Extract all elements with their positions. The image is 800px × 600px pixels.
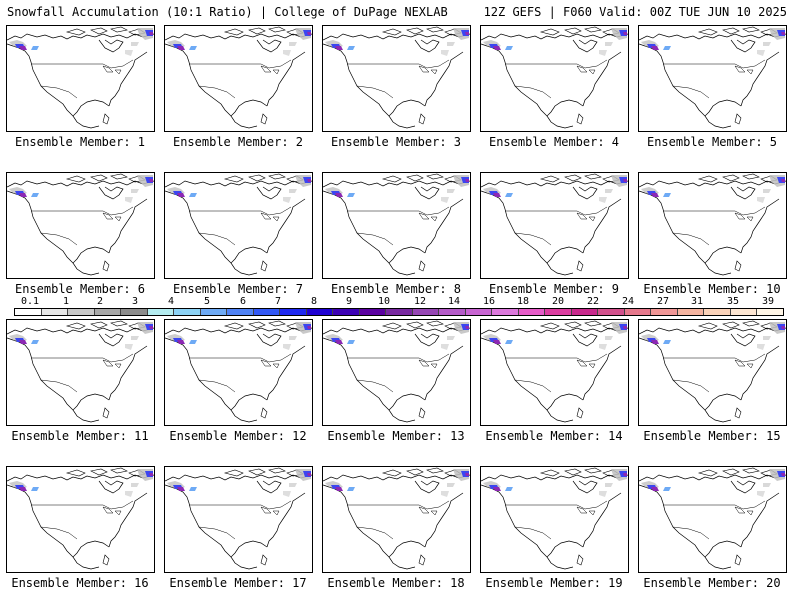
ensemble-map-20 xyxy=(638,466,787,573)
colorbar-tick-label: 1 xyxy=(62,296,70,307)
colorbar-tick-label: 10 xyxy=(377,296,391,307)
colorbar-segment xyxy=(147,309,175,315)
ensemble-member-label: Ensemble Member: 1 xyxy=(14,135,146,149)
colorbar-tick-label: 12 xyxy=(413,296,427,307)
colorbar-segment xyxy=(280,309,307,315)
ensemble-member-label: Ensemble Member: 8 xyxy=(330,282,462,296)
colorbar-segment xyxy=(227,309,254,315)
colorbar-tick-label: 4 xyxy=(167,296,175,307)
ensemble-member-label: Ensemble Member: 10 xyxy=(643,282,781,296)
colorbar-tick-label: 35 xyxy=(726,296,740,307)
colorbar-tick-label: 7 xyxy=(274,296,282,307)
colorbar-tick-label: 6 xyxy=(239,296,247,307)
colorbar-segment xyxy=(386,309,413,315)
ensemble-map-19 xyxy=(480,466,629,573)
colorbar-segment xyxy=(439,309,466,315)
colorbar-tick-label: 27 xyxy=(656,296,670,307)
ensemble-member-label: Ensemble Member: 20 xyxy=(643,576,781,590)
colorbar-segment xyxy=(333,309,360,315)
colorbar-segment xyxy=(545,309,572,315)
colorbar-segment xyxy=(651,309,678,315)
ensemble-map-16 xyxy=(6,466,155,573)
colorbar-tick-label: 20 xyxy=(551,296,565,307)
colorbar-segment xyxy=(730,309,758,315)
ensemble-map-5 xyxy=(638,25,787,132)
run-info: 12Z GEFS | F060 Valid: 00Z TUE JUN 10 20… xyxy=(483,5,787,19)
ensemble-map-12 xyxy=(164,319,313,426)
ensemble-member-label: Ensemble Member: 3 xyxy=(330,135,462,149)
colorbar-segment xyxy=(306,309,334,315)
ensemble-member-label: Ensemble Member: 9 xyxy=(488,282,620,296)
ensemble-map-2 xyxy=(164,25,313,132)
ensemble-map-13 xyxy=(322,319,471,426)
ensemble-map-17 xyxy=(164,466,313,573)
colorbar-tick-label: 18 xyxy=(516,296,530,307)
colorbar-tick-label: 31 xyxy=(690,296,704,307)
colorbar-segment xyxy=(571,309,599,315)
ensemble-member-label: Ensemble Member: 15 xyxy=(643,429,781,443)
ensemble-member-label: Ensemble Member: 11 xyxy=(11,429,149,443)
colorbar xyxy=(14,308,784,316)
ensemble-member-label: Ensemble Member: 6 xyxy=(14,282,146,296)
ensemble-map-3 xyxy=(322,25,471,132)
ensemble-map-8 xyxy=(322,172,471,279)
colorbar-segment xyxy=(94,309,122,315)
colorbar-tick-label: 3 xyxy=(131,296,139,307)
colorbar-segment xyxy=(412,309,440,315)
colorbar-tick-label: 24 xyxy=(621,296,635,307)
colorbar-tick-label: 22 xyxy=(586,296,600,307)
ensemble-map-1 xyxy=(6,25,155,132)
colorbar-segment xyxy=(41,309,69,315)
ensemble-map-6 xyxy=(6,172,155,279)
colorbar-segment xyxy=(15,309,42,315)
map-title: Snowfall Accumulation (10:1 Ratio) | Col… xyxy=(7,5,448,19)
ensemble-member-label: Ensemble Member: 2 xyxy=(172,135,304,149)
colorbar-segment xyxy=(465,309,493,315)
colorbar-tick-label: 8 xyxy=(310,296,318,307)
colorbar-segment xyxy=(598,309,625,315)
colorbar-segment xyxy=(253,309,281,315)
ensemble-map-15 xyxy=(638,319,787,426)
colorbar-tick-label: 39 xyxy=(761,296,775,307)
colorbar-segment xyxy=(68,309,95,315)
ensemble-map-7 xyxy=(164,172,313,279)
colorbar-tick-label: 9 xyxy=(345,296,353,307)
colorbar-tick-label: 2 xyxy=(96,296,104,307)
colorbar-segment xyxy=(624,309,652,315)
ensemble-member-label: Ensemble Member: 13 xyxy=(327,429,465,443)
colorbar-segment xyxy=(704,309,731,315)
ensemble-member-label: Ensemble Member: 4 xyxy=(488,135,620,149)
ensemble-member-label: Ensemble Member: 12 xyxy=(169,429,307,443)
colorbar-segment xyxy=(121,309,148,315)
ensemble-map-14 xyxy=(480,319,629,426)
colorbar-segment xyxy=(757,309,783,315)
ensemble-map-10 xyxy=(638,172,787,279)
colorbar-tick-label: 0.1 xyxy=(20,296,40,307)
ensemble-member-label: Ensemble Member: 19 xyxy=(485,576,623,590)
ensemble-member-label: Ensemble Member: 7 xyxy=(172,282,304,296)
colorbar-tick-label: 5 xyxy=(203,296,211,307)
ensemble-member-label: Ensemble Member: 17 xyxy=(169,576,307,590)
ensemble-map-4 xyxy=(480,25,629,132)
ensemble-member-label: Ensemble Member: 14 xyxy=(485,429,623,443)
ensemble-map-11 xyxy=(6,319,155,426)
ensemble-member-label: Ensemble Member: 16 xyxy=(11,576,149,590)
colorbar-segment xyxy=(200,309,228,315)
colorbar-segment xyxy=(492,309,519,315)
colorbar-segment xyxy=(174,309,201,315)
ensemble-map-18 xyxy=(322,466,471,573)
colorbar-tick-label: 16 xyxy=(482,296,496,307)
ensemble-member-label: Ensemble Member: 5 xyxy=(646,135,778,149)
ensemble-member-label: Ensemble Member: 18 xyxy=(327,576,465,590)
colorbar-tick-label: 14 xyxy=(447,296,461,307)
ensemble-map-9 xyxy=(480,172,629,279)
colorbar-segment xyxy=(518,309,546,315)
colorbar-segment xyxy=(359,309,387,315)
colorbar-segment xyxy=(677,309,705,315)
